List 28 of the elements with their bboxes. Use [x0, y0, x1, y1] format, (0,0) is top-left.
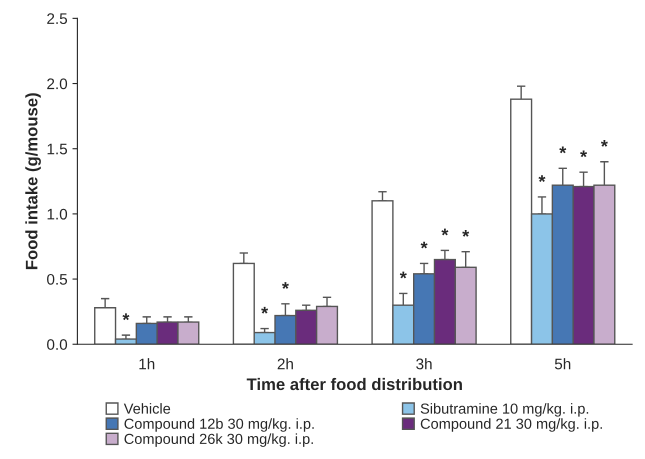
x-axis-title: Time after food distribution	[246, 378, 462, 390]
x-tick-label: 2h	[278, 358, 293, 370]
data-label: *	[600, 140, 608, 147]
y-tick-label: 1.5	[48, 144, 68, 154]
data-label: *	[261, 306, 268, 314]
y-tick-label: 2.5	[47, 13, 68, 24]
data-label: *	[441, 228, 448, 236]
x-tick-label: 3h	[416, 358, 432, 370]
x-tick-label: 5h	[554, 358, 570, 370]
y-tick-label: 2.0	[47, 78, 68, 90]
data-label: *	[420, 242, 428, 248]
legend-label: Sibutramine 10 mg/kg. i.p.	[420, 403, 588, 417]
legend-label: Compound 12b 30 mg/kg. i.p.	[124, 418, 314, 432]
legend-label: Compound 26k 30 mg/kg. i.p.	[124, 433, 313, 447]
y-tick-label: 1.0	[48, 208, 68, 220]
y-axis-title: Food intake (g/mouse)	[25, 93, 41, 270]
data-label: *	[559, 146, 566, 154]
legend-label: Vehicle	[124, 403, 170, 414]
data-label: *	[282, 282, 289, 289]
data-label: *	[462, 230, 470, 237]
y-tick-label: 0.0	[47, 339, 68, 350]
data-label: *	[580, 150, 588, 158]
x-tick-label: 1h	[139, 358, 154, 370]
y-tick-label: 0.5	[47, 274, 68, 285]
data-label: *	[122, 313, 130, 320]
legend-label: Compound 21 30 mg/kg. i.p.	[420, 418, 602, 432]
data-label: *	[538, 175, 546, 182]
data-label: *	[400, 272, 407, 278]
